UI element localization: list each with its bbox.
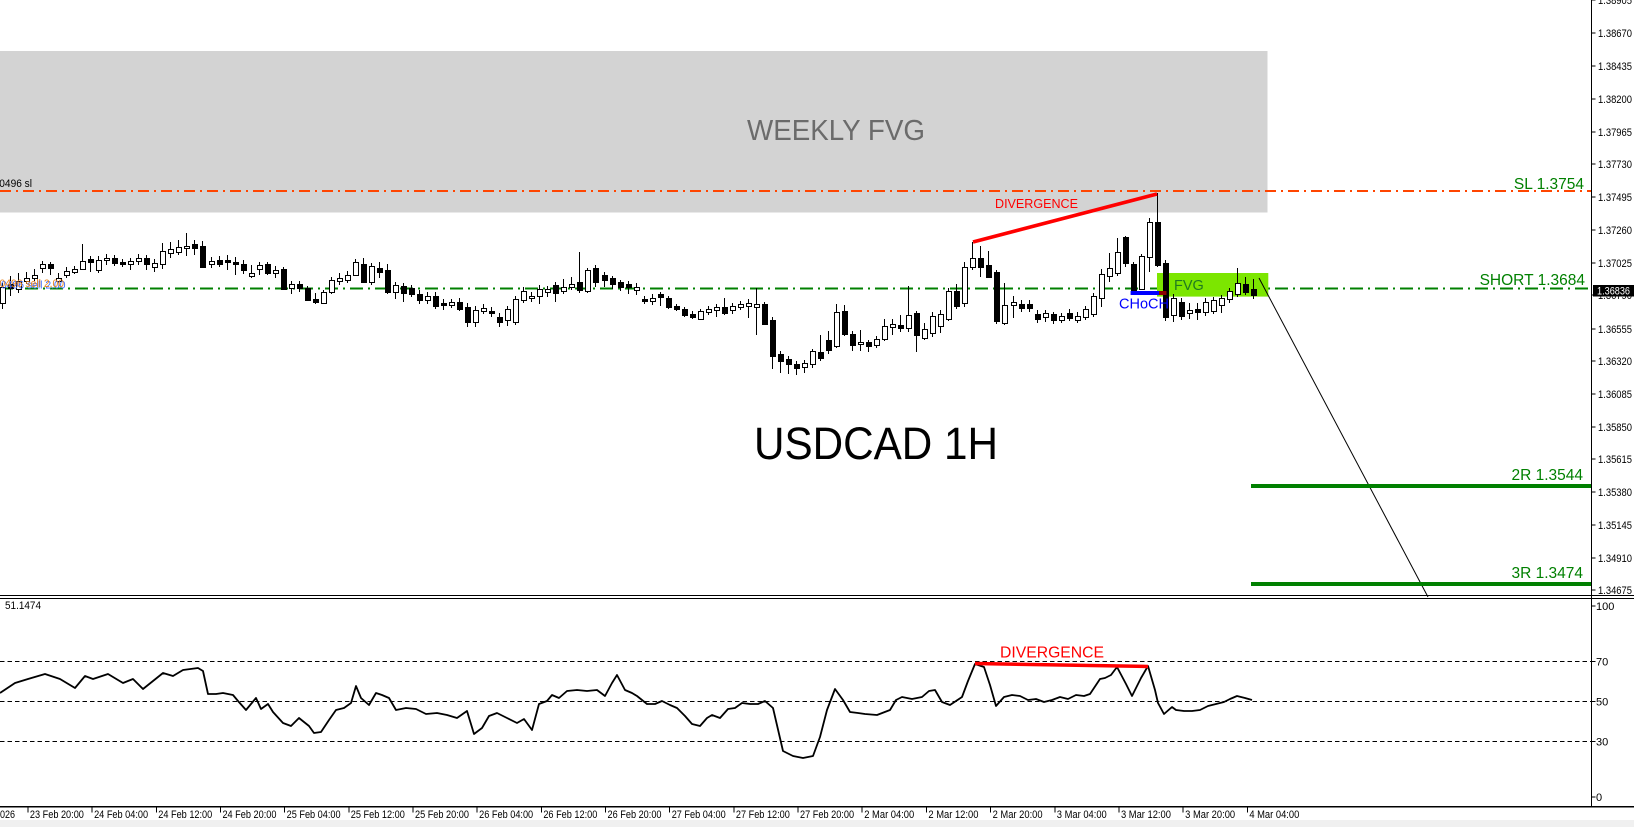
svg-text:30: 30 — [1596, 737, 1608, 749]
svg-text:26 Feb 12:00: 26 Feb 12:00 — [543, 809, 597, 821]
svg-text:1.37025: 1.37025 — [1598, 258, 1632, 270]
svg-text:1.36836: 1.36836 — [1597, 286, 1630, 298]
svg-text:1.37495: 1.37495 — [1598, 192, 1632, 204]
svg-text:23 Feb 20:00: 23 Feb 20:00 — [30, 809, 84, 821]
svg-text:70: 70 — [1596, 657, 1608, 669]
svg-text:1.38435: 1.38435 — [1598, 61, 1632, 73]
svg-text:2R 1.3544: 2R 1.3544 — [1511, 467, 1583, 484]
svg-text:2 Mar 20:00: 2 Mar 20:00 — [993, 809, 1043, 821]
svg-text:24 Feb 04:00: 24 Feb 04:00 — [94, 809, 148, 821]
svg-text:25 Feb 20:00: 25 Feb 20:00 — [415, 809, 469, 821]
svg-text:26 Feb 20:00: 26 Feb 20:00 — [608, 809, 662, 821]
svg-text:#70496 sl: #70496 sl — [0, 178, 32, 190]
svg-text:1.38670: 1.38670 — [1598, 28, 1632, 40]
svg-text:25 Feb 12:00: 25 Feb 12:00 — [351, 809, 405, 821]
svg-text:24 Feb 12:00: 24 Feb 12:00 — [158, 809, 212, 821]
svg-text:0: 0 — [1596, 792, 1602, 804]
svg-text:FVG: FVG — [1174, 278, 1204, 294]
svg-text:1.35615: 1.35615 — [1598, 454, 1632, 466]
svg-text:1.35850: 1.35850 — [1598, 422, 1632, 434]
svg-text:1.35145: 1.35145 — [1598, 520, 1632, 532]
svg-text:24 Feb 20:00: 24 Feb 20:00 — [222, 809, 276, 821]
svg-text:4 Mar 04:00: 4 Mar 04:00 — [1249, 809, 1299, 821]
svg-text:50: 50 — [1596, 697, 1608, 709]
svg-text:2 Mar 04:00: 2 Mar 04:00 — [864, 809, 914, 821]
svg-text:1.37965: 1.37965 — [1598, 127, 1632, 139]
svg-text:25 Feb 04:00: 25 Feb 04:00 — [287, 809, 341, 821]
svg-text:100: 100 — [1596, 601, 1614, 613]
svg-text:#70496 sell 2.00: #70496 sell 2.00 — [0, 278, 64, 290]
svg-text:1.35380: 1.35380 — [1598, 487, 1632, 499]
svg-text:3R 1.3474: 3R 1.3474 — [1511, 565, 1583, 582]
svg-text:27 Feb 20:00: 27 Feb 20:00 — [800, 809, 854, 821]
svg-text:026: 026 — [0, 809, 15, 821]
svg-text:1.36085: 1.36085 — [1598, 389, 1632, 401]
svg-text:27 Feb 04:00: 27 Feb 04:00 — [672, 809, 726, 821]
svg-text:51.1474: 51.1474 — [5, 600, 41, 612]
svg-text:1.36555: 1.36555 — [1598, 324, 1632, 336]
svg-text:USDCAD 1H: USDCAD 1H — [754, 418, 998, 469]
svg-text:DIVERGENCE: DIVERGENCE — [995, 197, 1078, 211]
svg-text:1.34675: 1.34675 — [1598, 585, 1632, 597]
svg-text:3 Mar 04:00: 3 Mar 04:00 — [1057, 809, 1107, 821]
svg-text:WEEKLY FVG: WEEKLY FVG — [747, 115, 925, 147]
svg-text:1.38905: 1.38905 — [1598, 0, 1632, 7]
svg-text:1.38200: 1.38200 — [1598, 94, 1632, 106]
svg-text:SHORT 1.3684: SHORT 1.3684 — [1480, 272, 1586, 289]
svg-text:SL 1.3754: SL 1.3754 — [1514, 176, 1584, 193]
svg-text:1.34910: 1.34910 — [1598, 553, 1632, 565]
svg-text:27 Feb 12:00: 27 Feb 12:00 — [736, 809, 790, 821]
svg-text:3 Mar 12:00: 3 Mar 12:00 — [1121, 809, 1171, 821]
svg-text:#70496 sell 2.00: #70496 sell 2.00 — [0, 280, 66, 292]
svg-text:26 Feb 04:00: 26 Feb 04:00 — [479, 809, 533, 821]
svg-text:1.36320: 1.36320 — [1598, 356, 1632, 368]
svg-text:2 Mar 12:00: 2 Mar 12:00 — [928, 809, 978, 821]
svg-text:1.37260: 1.37260 — [1598, 225, 1632, 237]
svg-text:3 Mar 20:00: 3 Mar 20:00 — [1185, 809, 1235, 821]
svg-text:DIVERGENCE: DIVERGENCE — [1000, 645, 1104, 662]
svg-text:CHoCH: CHoCH — [1119, 297, 1169, 313]
svg-text:1.37730: 1.37730 — [1598, 159, 1632, 171]
